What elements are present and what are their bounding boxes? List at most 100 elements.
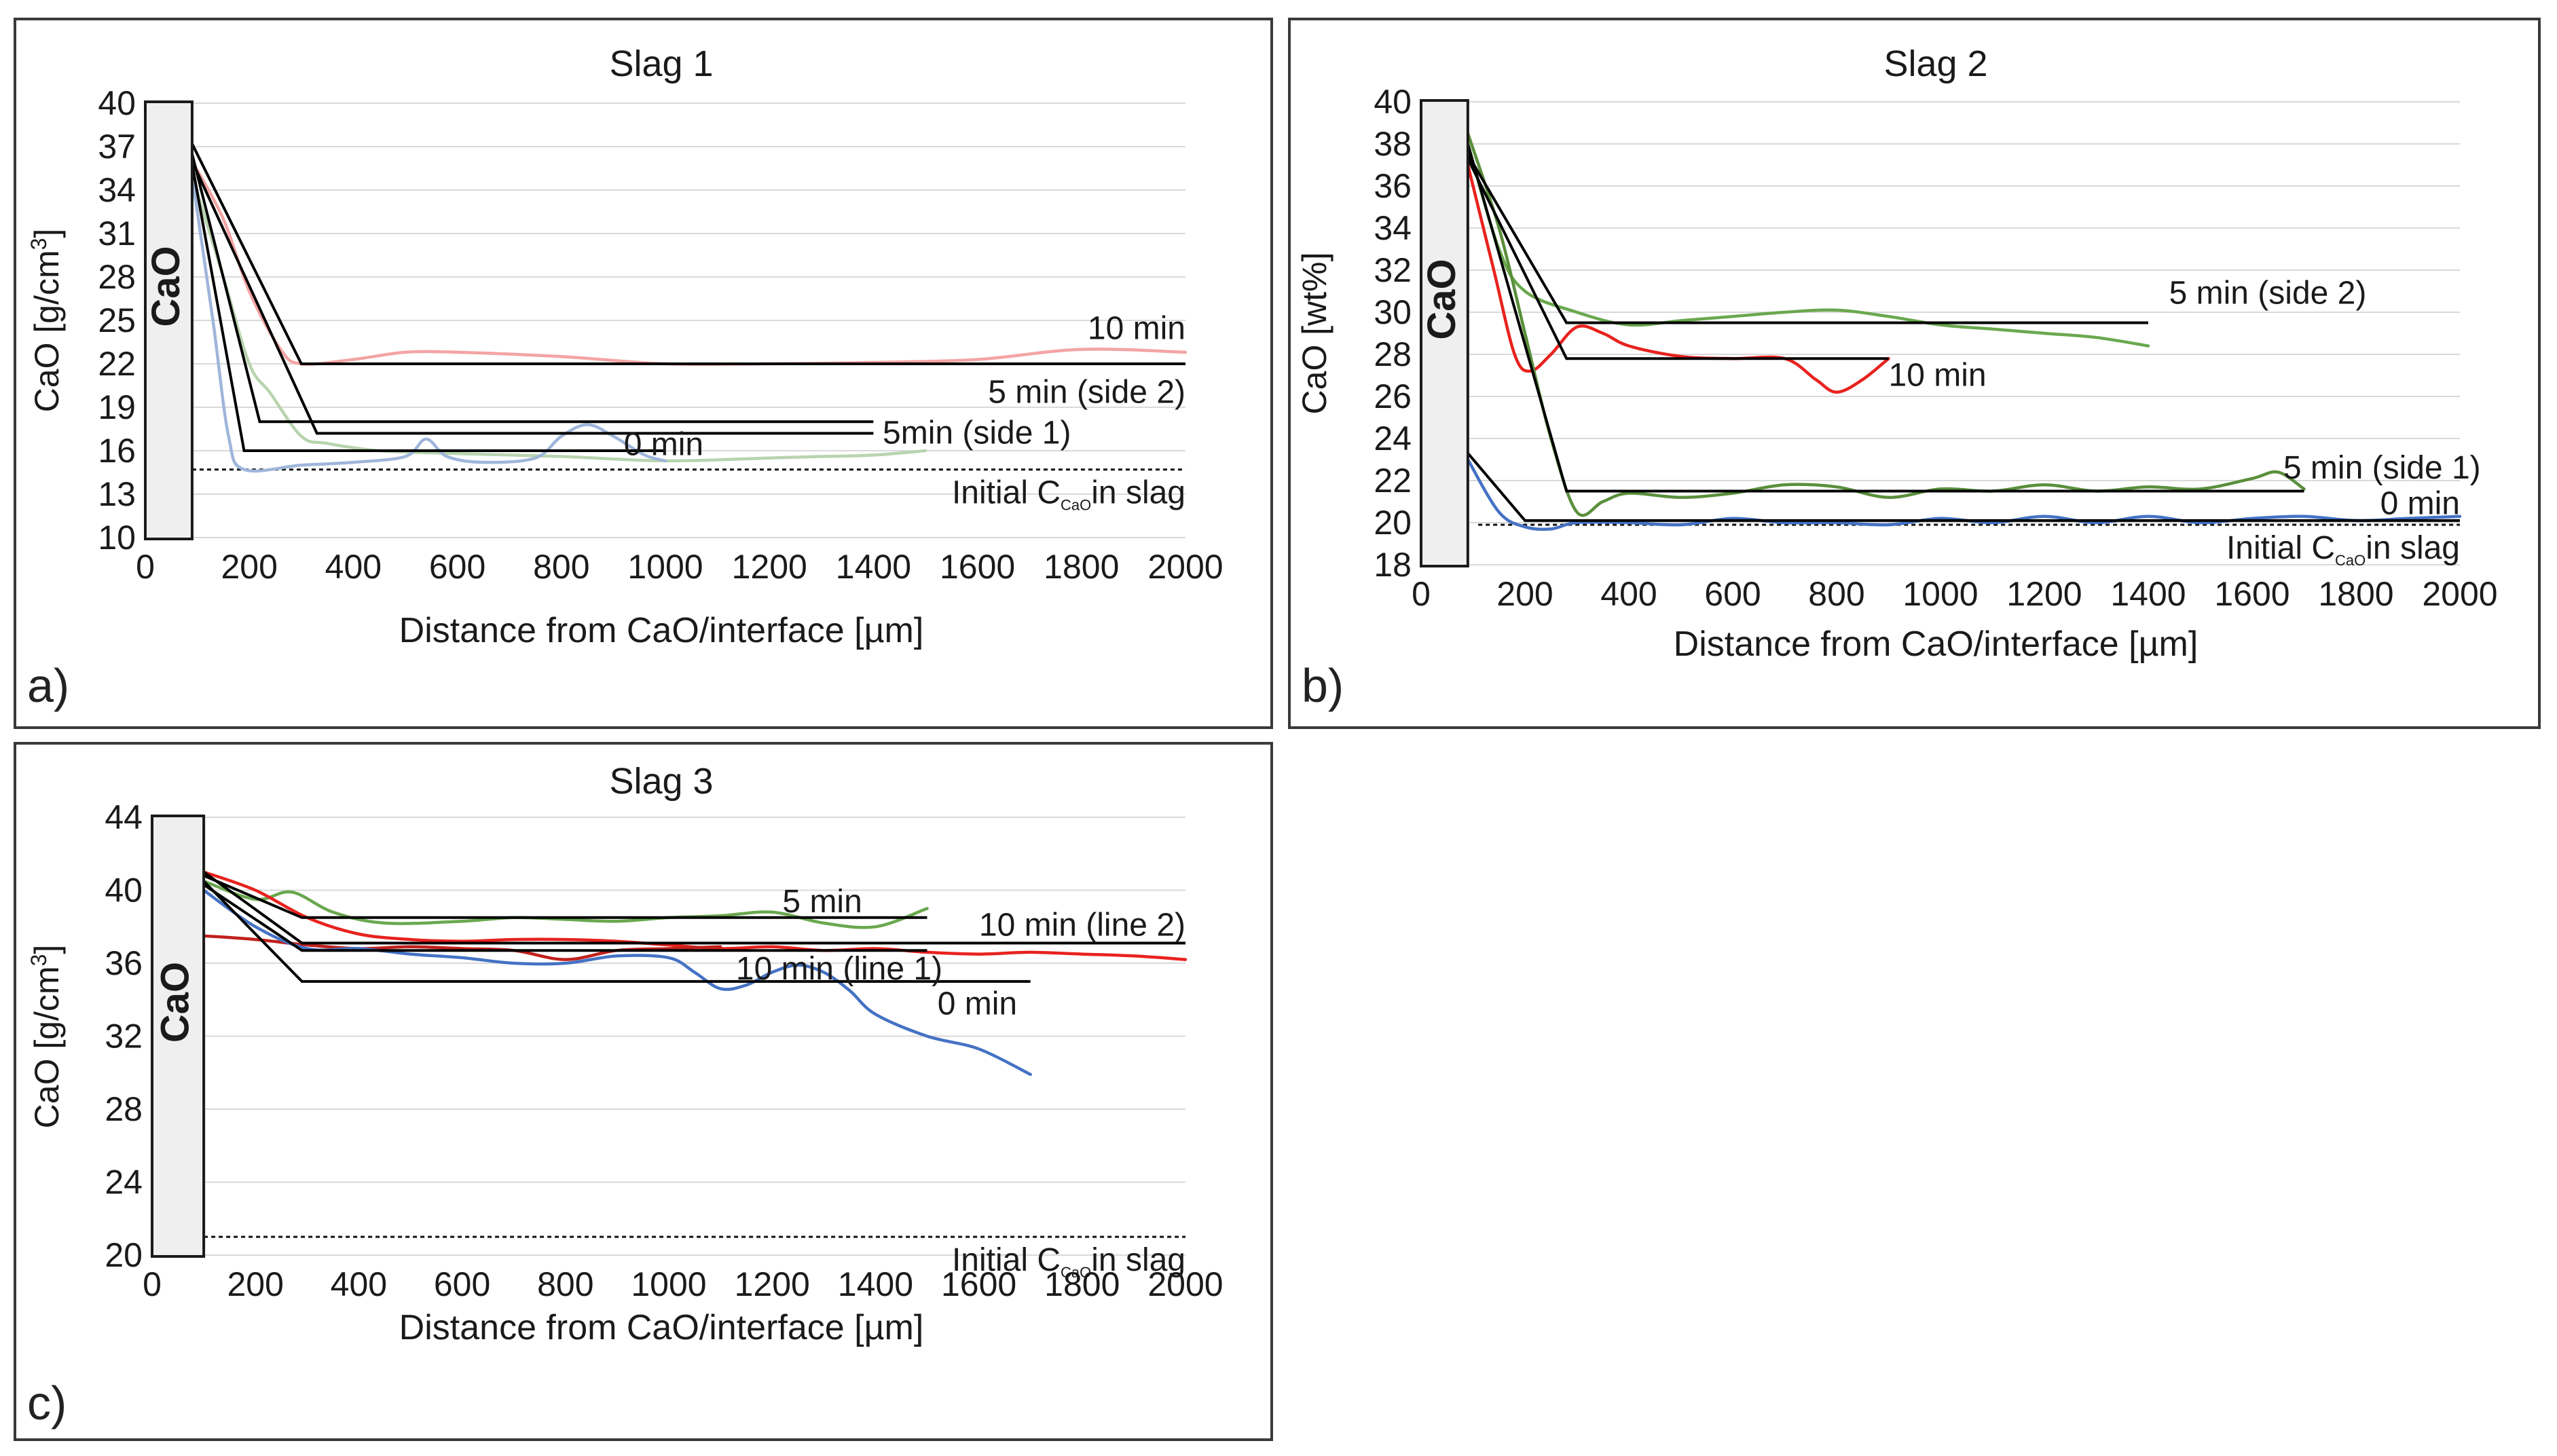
y-tick-label-1: 13 (98, 475, 136, 513)
fit-line-3 (1467, 452, 2460, 522)
y-tick-label-1: 20 (1374, 504, 1412, 542)
y-tick-label-3: 24 (1374, 419, 1412, 458)
initial-concentration-label: Initial CCaOin slag (952, 1242, 1185, 1281)
initial-concentration-label: Initial CCaOin slag (2226, 530, 2460, 569)
initial-concentration-label: Initial CCaOin slag (952, 475, 1185, 514)
y-tick-label-0: 20 (105, 1236, 143, 1274)
x-tick-label-9: 1800 (2318, 575, 2393, 613)
series-annotation-3: 0 min (624, 426, 703, 462)
panel-b: Slag 2 18 20 22 24 26 28 30 32 34 36 38 40 0 200 400 600… (1288, 18, 2541, 729)
x-tick-label-9: 1800 (1044, 548, 1119, 586)
series-annotation-0: 5 min (side 2) (2169, 276, 2367, 312)
x-tick-label-1: 200 (221, 548, 277, 586)
initial-label-tail: in slag (1091, 1242, 1185, 1278)
fit-line-1 (190, 153, 874, 424)
panel-a: Slag 1 10 13 16 19 22 25 28 31 34 37 40 0 200 400 600 80… (14, 18, 1273, 729)
x-tick-label-10: 2000 (2422, 575, 2497, 613)
x-tick-label-8: 1600 (2214, 575, 2289, 613)
x-tick-label-4: 800 (1808, 575, 1864, 613)
x-tick-label-10: 2000 (1147, 1265, 1223, 1303)
y-tick-label-4: 22 (98, 345, 136, 383)
x-tick-label-5: 1000 (627, 548, 703, 586)
series-annotation-3: 0 min (938, 986, 1017, 1022)
x-tick-label-6: 1200 (732, 548, 807, 586)
x-tick-label-1: 200 (227, 1265, 283, 1303)
series-annotation-0: 5 min (782, 884, 862, 920)
series-line-2 (1466, 132, 2306, 517)
x-tick-label-4: 800 (533, 548, 589, 586)
y-tick-label-4: 36 (105, 944, 143, 982)
x-tick-label-8: 1600 (941, 1265, 1016, 1303)
x-tick-label-0: 0 (143, 1265, 162, 1303)
y-tick-label-5: 28 (1374, 335, 1412, 373)
initial-label-tail: in slag (2366, 530, 2460, 566)
chart-title: Slag 1 (609, 43, 713, 84)
x-tick-label-7: 1400 (838, 1265, 913, 1303)
series-annotation-1: 5 min (side 2) (988, 375, 1185, 411)
y-tick-label-1: 24 (105, 1163, 143, 1201)
initial-label-sub: CaO (1061, 1264, 1091, 1281)
y-axis-label-tail: ] (28, 229, 66, 238)
x-tick-label-3: 600 (429, 548, 485, 586)
x-tick-label-6: 1200 (2006, 575, 2082, 613)
y-tick-label-7: 32 (1374, 251, 1412, 289)
chart-title: Slag 2 (1883, 43, 1987, 84)
y-tick-label-10: 38 (1374, 125, 1412, 163)
y-tick-label-7: 31 (98, 214, 136, 253)
series-line-1 (190, 174, 927, 463)
initial-label-main: Initial C (2226, 530, 2335, 566)
x-tick-label-2: 400 (331, 1265, 387, 1303)
initial-label-sub: CaO (1061, 497, 1091, 514)
y-tick-label-5: 40 (105, 872, 143, 910)
fit-line-1 (202, 870, 1185, 945)
x-tick-label-6: 1200 (735, 1265, 810, 1303)
series-line-0 (202, 879, 929, 929)
series-annotation-2: 5 min (side 1) (2283, 450, 2481, 486)
fit-line-1 (1467, 157, 1889, 360)
y-tick-label-4: 26 (1374, 377, 1412, 415)
series-annotation-1: 10 min (line 2) (979, 908, 1185, 944)
y-tick-label-0: 18 (1374, 546, 1412, 584)
cao-bar (151, 815, 206, 1258)
y-tick-label-2: 28 (105, 1090, 143, 1128)
x-tick-label-10: 2000 (1147, 548, 1223, 586)
y-tick-label-9: 36 (1374, 167, 1412, 205)
x-tick-label-2: 400 (1600, 575, 1657, 613)
initial-label-main: Initial C (952, 475, 1061, 511)
series-line-2 (190, 174, 667, 473)
initial-label-sub: CaO (2335, 552, 2366, 569)
y-tick-label-6: 30 (1374, 293, 1412, 331)
y-tick-label-10: 40 (98, 84, 136, 122)
y-tick-label-3: 19 (98, 388, 136, 426)
y-axis-label: CaO [g/cm3] (26, 945, 66, 1129)
y-axis-label-main: CaO [g/cm (28, 966, 66, 1128)
x-tick-label-5: 1000 (631, 1265, 706, 1303)
panel-label-b: b) (1302, 659, 1344, 712)
x-axis-label: Distance from CaO/interface [µm] (399, 611, 924, 650)
y-tick-label-2: 16 (98, 432, 136, 470)
x-tick-label-0: 0 (136, 548, 155, 586)
initial-label-main: Initial C (952, 1242, 1061, 1278)
panel-c: Slag 3 20 24 28 32 36 40 44 0 200 400 600 800 1000 120… (14, 742, 1273, 1441)
x-tick-label-0: 0 (1412, 575, 1431, 613)
y-axis-label-main: CaO [g/cm (28, 250, 66, 412)
cao-bar-label: CaO (1420, 259, 1464, 339)
fit-line-0 (1467, 153, 2148, 324)
y-tick-label-8: 34 (98, 171, 136, 209)
panel-label-c: c) (27, 1377, 67, 1430)
y-axis-label-tail: ] (28, 945, 66, 954)
x-tick-label-3: 600 (434, 1265, 490, 1303)
cao-bar (144, 100, 194, 540)
fit-line-3 (190, 164, 665, 452)
x-tick-label-5: 1000 (1902, 575, 1978, 613)
x-tick-label-8: 1600 (940, 548, 1015, 586)
y-axis-label-main: CaO [wt%] (1295, 253, 1333, 415)
fit-line-2 (1466, 143, 2304, 493)
x-tick-label-2: 400 (325, 548, 382, 586)
fit-line-2 (191, 160, 874, 435)
y-axis-label-sup: 3 (26, 954, 51, 967)
y-tick-label-0: 10 (98, 519, 136, 557)
panel-label-a: a) (27, 659, 70, 712)
x-tick-label-9: 1800 (1044, 1265, 1120, 1303)
